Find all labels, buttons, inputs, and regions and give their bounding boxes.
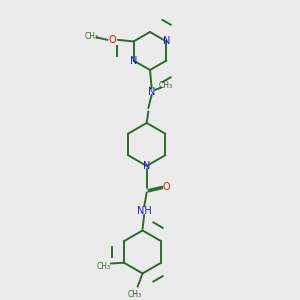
- Text: N: N: [163, 37, 170, 46]
- Text: N: N: [148, 86, 155, 97]
- Text: CH₃: CH₃: [96, 262, 110, 271]
- Text: N: N: [143, 161, 150, 171]
- Text: CH₃: CH₃: [159, 81, 173, 90]
- Text: CH₃: CH₃: [128, 290, 142, 299]
- Text: O: O: [162, 182, 170, 192]
- Text: NH: NH: [137, 206, 152, 216]
- Text: N: N: [130, 56, 137, 65]
- Text: O: O: [108, 35, 116, 45]
- Text: CH₃: CH₃: [84, 32, 98, 41]
